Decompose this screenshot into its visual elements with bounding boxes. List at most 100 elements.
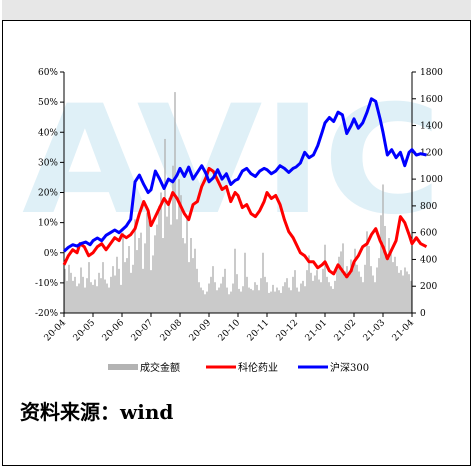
left-tick-label: 30% bbox=[38, 158, 58, 168]
volume-bar bbox=[326, 276, 328, 313]
volume-bar bbox=[166, 216, 168, 313]
volume-bar bbox=[238, 288, 240, 313]
volume-bar bbox=[228, 294, 230, 313]
left-tick-label: 50% bbox=[38, 98, 58, 108]
volume-bar bbox=[110, 276, 112, 313]
volume-bar bbox=[162, 238, 164, 313]
x-axis-ticks: 20-04 20-05 20-06 20-07 20-08 20-09 20-10 20-11… bbox=[43, 313, 416, 344]
right-tick-label: 1800 bbox=[420, 68, 443, 78]
volume-bar bbox=[126, 258, 128, 313]
volume-bar bbox=[118, 268, 120, 313]
volume-bar bbox=[206, 291, 208, 313]
x-tick-label: 20-06 bbox=[101, 318, 127, 344]
volume-bar bbox=[390, 248, 392, 313]
volume-bar bbox=[98, 272, 100, 313]
volume-bar bbox=[332, 288, 334, 313]
volume-bar bbox=[286, 278, 288, 313]
legend: 成交金额 科伦药业 沪深300 bbox=[108, 361, 369, 374]
volume-bar bbox=[180, 195, 182, 313]
volume-bar bbox=[350, 259, 352, 313]
x-tick-label: 20-08 bbox=[159, 318, 185, 344]
volume-bar bbox=[246, 276, 248, 313]
volume-bar bbox=[292, 276, 294, 313]
x-tick-label: 20-12 bbox=[275, 318, 300, 343]
volume-bar bbox=[156, 224, 158, 313]
volume-bar bbox=[134, 219, 136, 313]
volume-bar bbox=[160, 192, 162, 313]
volume-bar bbox=[88, 262, 90, 313]
right-tick-label: 400 bbox=[420, 255, 437, 265]
volume-bar bbox=[374, 282, 376, 313]
volume-bar bbox=[252, 290, 254, 313]
volume-bar bbox=[372, 275, 374, 313]
volume-bar bbox=[398, 272, 400, 313]
volume-bar bbox=[196, 268, 198, 313]
volume-bar bbox=[232, 283, 234, 313]
volume-bar bbox=[364, 264, 366, 313]
x-tick-label: 20-04 bbox=[43, 318, 69, 344]
volume-bar bbox=[76, 286, 78, 313]
volume-bar bbox=[254, 282, 256, 313]
volume-bar bbox=[268, 292, 270, 313]
volume-bar bbox=[356, 264, 358, 313]
left-tick-label: 20% bbox=[38, 189, 58, 199]
x-tick-label: 21-01 bbox=[304, 318, 329, 343]
volume-bar bbox=[396, 266, 398, 313]
volume-bar bbox=[64, 268, 66, 313]
volume-bar bbox=[294, 270, 296, 313]
volume-bar bbox=[338, 256, 340, 313]
volume-bar bbox=[306, 270, 308, 313]
series-lines bbox=[62, 97, 428, 279]
volume-bar bbox=[296, 287, 298, 313]
volume-bar bbox=[322, 268, 324, 313]
right-tick-label: 800 bbox=[420, 202, 437, 212]
volume-bar bbox=[258, 290, 260, 313]
volume-bar bbox=[182, 238, 184, 313]
volume-bar bbox=[230, 291, 232, 313]
volume-bar bbox=[128, 246, 130, 313]
volume-bar bbox=[274, 291, 276, 313]
volume-bar bbox=[170, 224, 172, 313]
volume-bar bbox=[70, 272, 72, 313]
source-note: 资料来源：wind bbox=[20, 400, 173, 424]
x-tick-label: 20-10 bbox=[217, 318, 243, 344]
legend-label: 成交金额 bbox=[140, 361, 180, 374]
right-tick-label: 1600 bbox=[420, 95, 443, 105]
volume-bar bbox=[158, 205, 160, 313]
volume-bar bbox=[164, 138, 166, 313]
volume-bar bbox=[114, 275, 116, 313]
volume-bar bbox=[278, 290, 280, 313]
volume-bar bbox=[184, 243, 186, 313]
x-tick-label: 21-02 bbox=[333, 318, 358, 343]
volume-bar bbox=[284, 282, 286, 313]
volume-bar bbox=[380, 215, 382, 313]
volume-bar bbox=[90, 282, 92, 313]
left-tick-label: 0% bbox=[44, 249, 59, 259]
volume-bar bbox=[342, 243, 344, 313]
volume-bar bbox=[198, 282, 200, 313]
volume-bar bbox=[202, 290, 204, 313]
volume-bar bbox=[78, 283, 80, 313]
volume-bar bbox=[194, 248, 196, 313]
left-tick-label: 60% bbox=[38, 68, 58, 78]
volume-bar bbox=[168, 197, 170, 313]
volume-bar bbox=[354, 248, 356, 313]
volume-bar bbox=[400, 270, 402, 313]
volume-bar bbox=[318, 279, 320, 313]
volume-bar bbox=[378, 258, 380, 313]
volume-bar bbox=[186, 216, 188, 313]
volume-bar bbox=[344, 271, 346, 313]
volume-bar bbox=[190, 238, 192, 313]
volume-bar bbox=[340, 251, 342, 313]
volume-bar bbox=[154, 235, 156, 313]
volume-bar bbox=[104, 279, 106, 313]
volume-bar bbox=[328, 282, 330, 313]
volume-bar bbox=[106, 283, 108, 313]
volume-bar bbox=[92, 284, 94, 313]
volume-bar bbox=[386, 254, 388, 313]
x-tick-label: 20-09 bbox=[188, 318, 214, 344]
volume-bar bbox=[262, 252, 264, 313]
volume-bar bbox=[388, 238, 390, 313]
